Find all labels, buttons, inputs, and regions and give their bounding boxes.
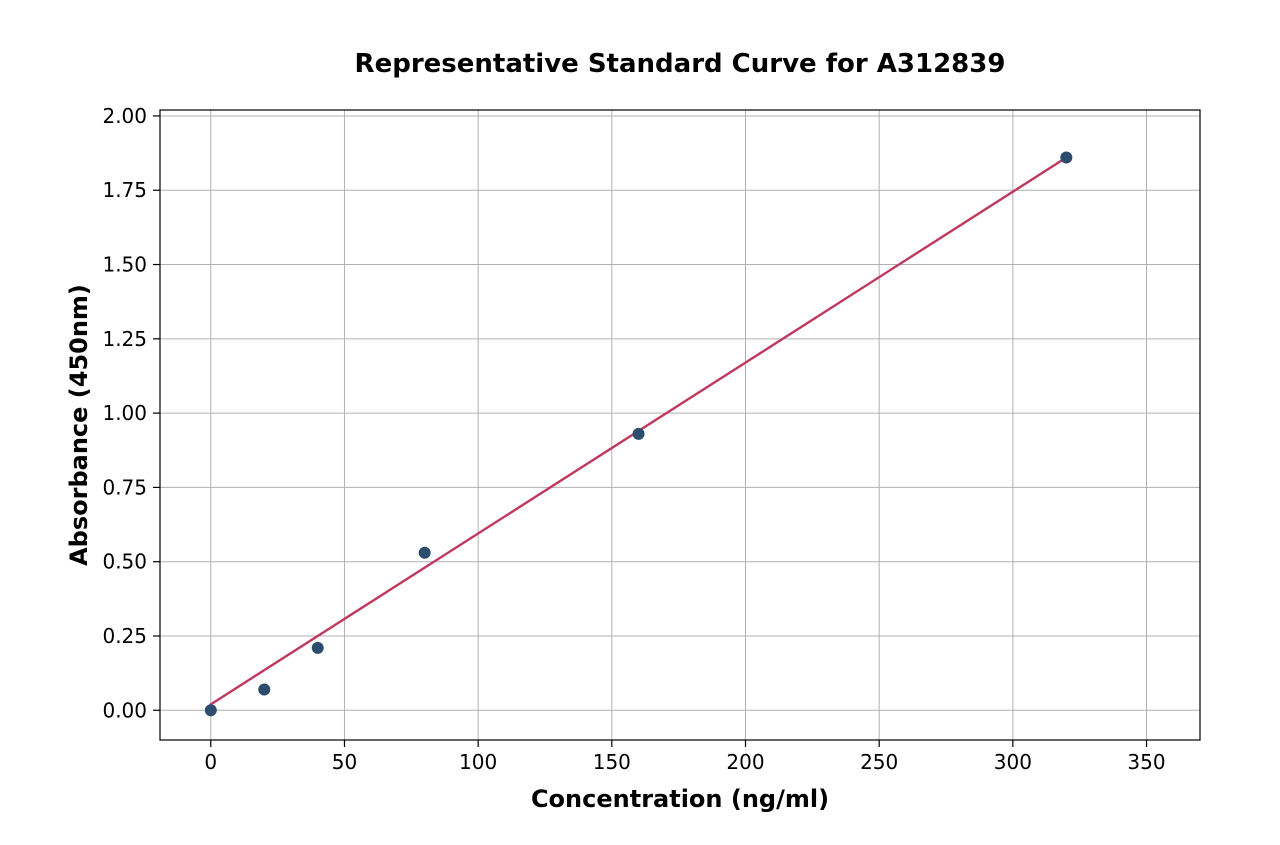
y-tick-label: 0.75 [102,475,147,499]
data-point [633,428,645,440]
x-tick-label: 100 [459,750,497,774]
standard-curve-chart: 0 50 100 150 200 250 300 350 0.00 0.25 0.50 0.75 1.0… [0,0,1280,845]
data-point [1060,152,1072,164]
x-tick-label: 350 [1127,750,1165,774]
data-point [258,683,270,695]
x-tick-label: 0 [204,750,217,774]
data-point [205,704,217,716]
x-axis-label: Concentration (ng/ml) [531,785,829,813]
y-tick-label: 1.50 [102,253,147,277]
x-tick-label: 300 [994,750,1032,774]
y-axis-label: Absorbance (450nm) [65,284,93,566]
y-tick-label: 0.00 [102,698,147,722]
chart-title: Representative Standard Curve for A31283… [355,49,1006,79]
y-tick-label: 2.00 [102,104,147,128]
y-tick-label: 1.25 [102,327,147,351]
x-tick-label: 250 [860,750,898,774]
x-tick-label: 200 [726,750,764,774]
x-tick-label: 50 [332,750,357,774]
x-tick-label: 150 [593,750,631,774]
data-point [419,547,431,559]
chart-container: 0 50 100 150 200 250 300 350 0.00 0.25 0.50 0.75 1.0… [0,0,1280,845]
y-tick-label: 1.75 [102,178,147,202]
y-tick-label: 0.50 [102,550,147,574]
data-point [312,642,324,654]
y-tick-label: 0.25 [102,624,147,648]
y-tick-label: 1.00 [102,401,147,425]
